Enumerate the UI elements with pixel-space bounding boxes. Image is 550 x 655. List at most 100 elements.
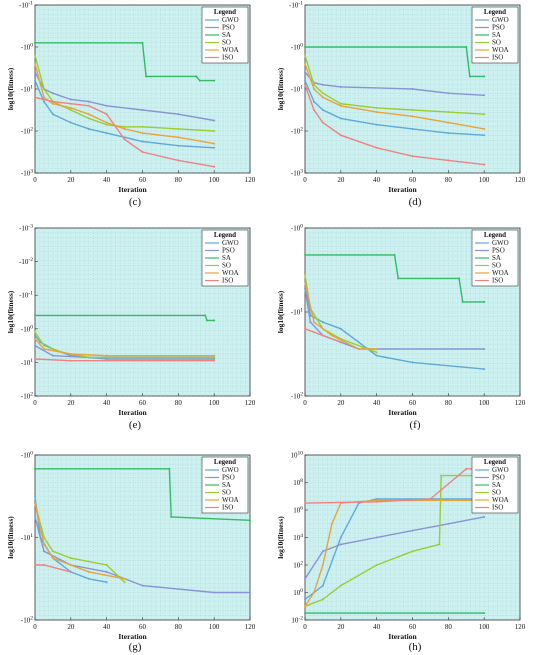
legend-entry-sa: SA xyxy=(222,481,231,489)
data-point xyxy=(123,125,126,128)
x-tick-label: 100 xyxy=(209,399,220,407)
data-point xyxy=(123,138,126,141)
data-point xyxy=(249,591,251,594)
data-point xyxy=(339,102,342,105)
data-point xyxy=(51,550,54,553)
data-point xyxy=(69,102,72,105)
series-line-woa xyxy=(304,63,485,130)
x-tick-label: 40 xyxy=(103,176,111,184)
legend-entry-sa: SA xyxy=(492,254,501,262)
series-line-sa xyxy=(35,468,251,521)
data-point xyxy=(321,121,324,124)
x-tick-label: 120 xyxy=(245,623,256,631)
data-point xyxy=(339,341,342,344)
legend-entry-pso: PSO xyxy=(222,474,235,482)
data-point xyxy=(321,550,324,553)
data-point xyxy=(177,159,180,162)
x-tick-label: 0 xyxy=(33,176,37,184)
data-point xyxy=(468,75,471,78)
x-tick-label: 40 xyxy=(373,399,381,407)
data-point xyxy=(357,347,360,350)
data-point xyxy=(213,130,216,132)
data-point xyxy=(321,109,324,111)
x-tick-label: 60 xyxy=(409,623,417,631)
data-point xyxy=(123,581,126,584)
x-tick-label: 100 xyxy=(479,176,490,184)
data-point xyxy=(461,300,464,303)
data-point xyxy=(304,274,306,277)
data-point xyxy=(42,100,45,103)
x-tick-label: 100 xyxy=(479,623,490,631)
y-tick-label: -100 xyxy=(21,324,33,333)
y-axis-label: log10(fitness) xyxy=(6,516,15,559)
x-tick-label: 40 xyxy=(373,623,381,631)
data-point xyxy=(177,113,180,116)
legend-title: Legend xyxy=(484,458,506,466)
y-tick-label: -10-3 xyxy=(19,224,33,233)
y-tick-label: -102 xyxy=(21,392,33,401)
series-line-sa xyxy=(305,46,485,78)
grid xyxy=(35,5,250,173)
data-point xyxy=(249,519,251,522)
x-tick-label: 120 xyxy=(515,176,526,184)
x-axis-label: Iteration xyxy=(388,185,417,194)
y-tick-label: -101 xyxy=(21,85,33,94)
panel-label: (e) xyxy=(129,419,142,431)
data-point xyxy=(483,134,486,137)
legend-entry-iso: ISO xyxy=(222,54,233,62)
panel-label: (h) xyxy=(409,641,422,653)
legend-entry-gwo: GWO xyxy=(492,466,509,474)
series-line-so xyxy=(304,474,485,607)
legend-entry-so: SO xyxy=(222,39,231,47)
legend-entry-gwo: GWO xyxy=(222,16,239,24)
legend-title: Legend xyxy=(484,231,506,239)
y-tick-label: -101 xyxy=(21,533,33,542)
data-point xyxy=(51,354,54,357)
data-point xyxy=(375,536,378,539)
data-point xyxy=(34,564,36,566)
grid xyxy=(35,455,250,620)
x-tick-label: 80 xyxy=(175,623,183,631)
data-point xyxy=(177,136,180,139)
legend-title: Legend xyxy=(214,458,236,466)
data-point xyxy=(69,353,72,355)
legend-entry-sa: SA xyxy=(492,31,501,39)
data-point xyxy=(34,344,36,347)
x-tick-label: 120 xyxy=(515,623,526,631)
data-point xyxy=(321,598,324,601)
panel-d: 0 20 40 60 80 100 120 -10-1 -100 -101 -102 -103 Iter… xyxy=(276,1,526,195)
data-point xyxy=(304,46,306,48)
data-point xyxy=(213,591,216,594)
y-tick-label: -10-1 xyxy=(289,1,303,10)
y-tick-label: -103 xyxy=(291,169,303,178)
data-point xyxy=(321,92,324,95)
data-point xyxy=(213,359,216,362)
data-point xyxy=(34,502,36,505)
legend-entry-pso: PSO xyxy=(492,474,505,482)
legend-entry-woa: WOA xyxy=(492,269,509,277)
legend-title: Legend xyxy=(484,8,506,16)
data-point xyxy=(87,113,90,116)
series-line-so xyxy=(304,55,485,115)
data-point xyxy=(321,564,324,566)
data-point xyxy=(304,83,306,86)
data-point xyxy=(34,96,36,99)
data-point xyxy=(51,92,54,95)
data-point xyxy=(69,109,72,111)
data-point xyxy=(141,41,144,44)
data-point xyxy=(375,111,378,114)
data-point xyxy=(34,314,36,317)
series-line-gwo xyxy=(34,80,215,149)
data-point xyxy=(483,94,486,97)
data-point xyxy=(312,109,315,111)
legend-entry-so: SO xyxy=(492,489,501,497)
data-point xyxy=(375,351,378,354)
data-point xyxy=(397,277,400,280)
legend-entry-so: SO xyxy=(222,262,231,270)
y-axis-label: log10(fitness) xyxy=(276,290,285,333)
data-point xyxy=(34,337,36,340)
data-point xyxy=(105,121,108,124)
y-axis-label: log10(fitness) xyxy=(276,516,285,559)
